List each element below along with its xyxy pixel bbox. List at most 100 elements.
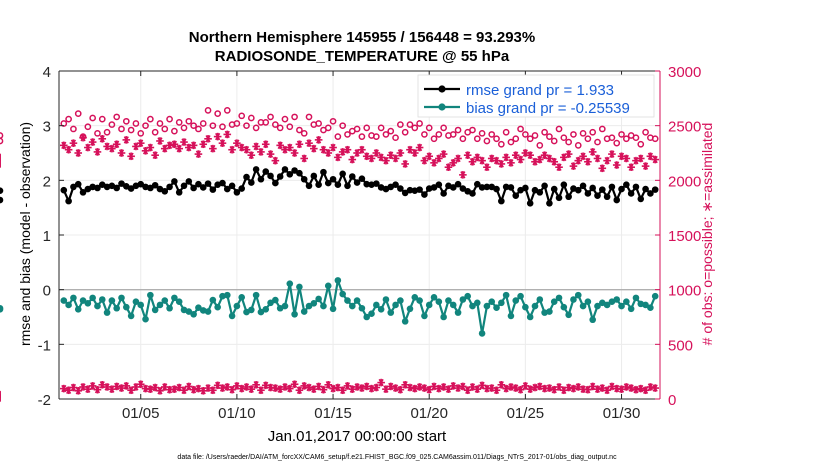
rmse-point bbox=[262, 168, 270, 175]
possible-count-marker bbox=[382, 131, 390, 138]
rmse-point bbox=[353, 179, 361, 186]
bias-point bbox=[344, 297, 351, 304]
low-count-marker bbox=[603, 386, 611, 395]
bias-point bbox=[195, 304, 202, 312]
assimilated-count-marker bbox=[492, 156, 501, 165]
assimilated-count-marker bbox=[242, 145, 251, 154]
rmse-point bbox=[118, 180, 125, 187]
bias-point bbox=[373, 301, 380, 309]
rmse-point bbox=[195, 180, 202, 188]
rmse-point bbox=[397, 185, 404, 192]
bias-point bbox=[627, 305, 635, 313]
possible-count-marker bbox=[98, 115, 106, 123]
rmse-point bbox=[478, 184, 486, 191]
bias-point bbox=[84, 300, 92, 307]
low-count-marker bbox=[641, 386, 650, 395]
possible-count-marker bbox=[517, 125, 524, 133]
low-count-marker bbox=[295, 386, 304, 395]
assimilated-count-marker bbox=[310, 144, 318, 153]
low-count-marker bbox=[622, 383, 631, 391]
bias-point bbox=[584, 298, 592, 305]
rmse-point bbox=[502, 183, 510, 191]
possible-count-marker bbox=[108, 121, 116, 128]
possible-count-marker bbox=[546, 133, 553, 140]
bias-point bbox=[310, 300, 318, 307]
rmse-point bbox=[613, 196, 621, 204]
bias-point bbox=[440, 313, 447, 321]
bias-point bbox=[142, 315, 149, 323]
rmse-point bbox=[190, 184, 197, 192]
possible-count-marker bbox=[377, 124, 385, 132]
rmse-point bbox=[584, 190, 592, 197]
rmse-point bbox=[257, 175, 265, 183]
assimilated-count-marker bbox=[141, 147, 150, 155]
y-right-tick-label: 0 bbox=[668, 392, 676, 409]
assimilated-count-marker bbox=[598, 164, 607, 173]
rmse-point bbox=[603, 193, 611, 201]
possible-count-marker bbox=[574, 141, 582, 149]
possible-count-marker bbox=[334, 133, 342, 140]
possible-count-marker bbox=[74, 110, 82, 117]
rmse-point bbox=[536, 189, 544, 196]
possible-count-marker bbox=[642, 128, 649, 136]
bias-point bbox=[353, 297, 361, 304]
assimilated-count-marker bbox=[439, 150, 448, 158]
possible-count-marker bbox=[651, 135, 659, 143]
y-right-tick-label: 500 bbox=[668, 337, 693, 354]
possible-count-marker bbox=[411, 124, 419, 132]
bias-point bbox=[517, 292, 524, 300]
bias-point bbox=[233, 302, 241, 310]
assimilated-count-marker bbox=[266, 150, 275, 158]
rmse-point bbox=[555, 194, 563, 202]
rmse-point bbox=[498, 197, 505, 205]
rmse-point bbox=[286, 171, 294, 178]
assimilated-count-marker bbox=[353, 149, 361, 157]
rmse-point bbox=[310, 172, 318, 180]
rmse-point bbox=[267, 172, 274, 180]
low-count-marker bbox=[122, 382, 131, 390]
assimilated-count-marker bbox=[151, 151, 159, 159]
rmse-point bbox=[305, 182, 313, 190]
bias-point bbox=[123, 303, 130, 311]
assimilated-count-marker bbox=[247, 151, 256, 159]
low-count-marker bbox=[608, 382, 616, 391]
x-tick-label: 01/15 bbox=[314, 405, 352, 422]
y-axis-label-right: # of obs: o=possible; ∗=assimilated bbox=[699, 123, 715, 346]
rmse-point bbox=[493, 185, 500, 193]
rmse-point bbox=[238, 185, 246, 192]
y-right-tick-label: 2000 bbox=[668, 173, 701, 190]
low-count-marker bbox=[511, 384, 520, 392]
rmse-point bbox=[373, 180, 380, 187]
assimilated-count-marker bbox=[560, 153, 568, 162]
legend-bias-marker bbox=[438, 103, 446, 111]
rmse-point bbox=[300, 175, 308, 183]
assimilated-count-marker bbox=[285, 143, 294, 152]
assimilated-count-marker bbox=[69, 139, 78, 147]
rmse-point bbox=[623, 181, 630, 189]
bias-point bbox=[161, 297, 169, 304]
assimilated-count-marker bbox=[170, 140, 179, 149]
bias-point bbox=[430, 294, 438, 301]
assimilated-count-marker bbox=[377, 153, 385, 162]
possible-count-marker bbox=[113, 113, 121, 121]
bias-point bbox=[651, 292, 659, 300]
bias-point bbox=[315, 295, 322, 303]
possible-count-marker bbox=[531, 132, 539, 139]
low-count-marker bbox=[507, 383, 515, 391]
possible-count-marker bbox=[276, 124, 284, 132]
x-tick-label: 01/30 bbox=[603, 405, 641, 422]
low-count-marker bbox=[271, 384, 280, 392]
possible-count-marker bbox=[142, 122, 149, 130]
assimilated-count-marker bbox=[511, 151, 520, 159]
assimilated-count-marker bbox=[319, 145, 328, 154]
rmse-point bbox=[406, 186, 414, 194]
y-right-tick-label: 1000 bbox=[668, 283, 701, 300]
possible-count-marker bbox=[171, 127, 178, 135]
assimilated-count-marker bbox=[136, 139, 145, 147]
assimilated-count-marker bbox=[233, 139, 241, 147]
possible-count-marker bbox=[247, 114, 255, 122]
rmse-point bbox=[175, 189, 183, 196]
possible-count-marker bbox=[89, 114, 97, 122]
bias-point bbox=[531, 302, 539, 310]
